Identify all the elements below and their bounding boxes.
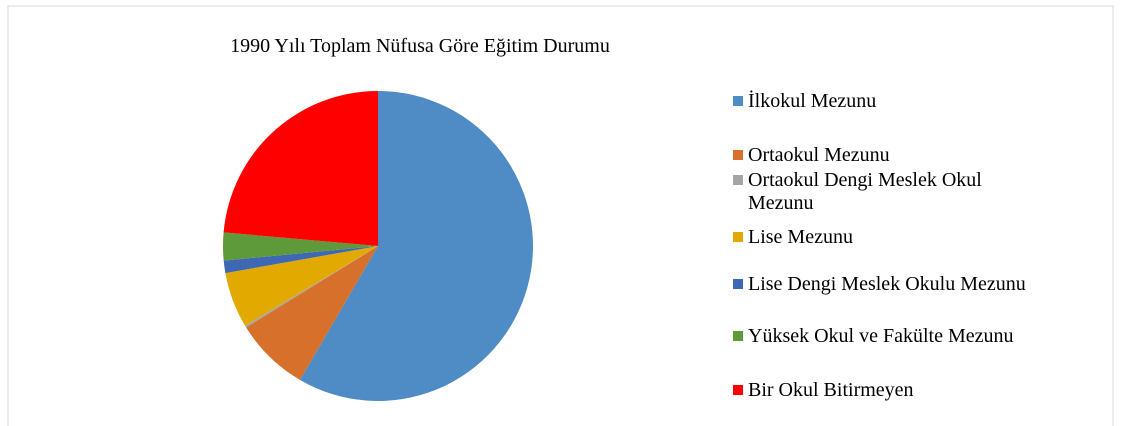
legend-entry: Lise Mezunu [733,226,1043,249]
legend-label: Lise Mezunu [748,226,853,248]
legend-entry: Bir Okul Bitirmeyen [733,379,1043,402]
pie-slice [246,246,378,380]
legend-swatch [733,385,743,395]
legend-swatch [733,175,743,185]
legend-swatch [733,331,743,341]
legend-label: Yüksek Okul ve Fakülte Mezunu [748,325,1014,347]
chart-title: 1990 Yılı Toplam Nüfusa Göre Eğitim Duru… [230,35,610,57]
pie-slice [223,91,378,246]
legend-swatch [733,279,743,289]
pie-slice [299,91,533,401]
pie-slice [223,232,378,261]
pie-slice [245,246,378,328]
legend-swatch [733,232,743,242]
pie-slice [223,246,378,274]
pie-slice [225,246,378,326]
legend-entry: Ortaokul Dengi Meslek Okul Mezunu [733,169,1043,215]
legend-entry: Lise Dengi Meslek Okulu Mezunu [733,273,1043,296]
legend-label: Lise Dengi Meslek Okulu Mezunu [748,273,1026,295]
legend-swatch [733,150,743,160]
legend-label: Ortaokul Mezunu [748,144,890,166]
legend-label: Bir Okul Bitirmeyen [748,379,914,401]
legend-label: Ortaokul Dengi Meslek Okul Mezunu [748,169,982,214]
legend-swatch [733,96,743,106]
chart-border [7,5,1114,426]
legend-entry: Yüksek Okul ve Fakülte Mezunu [733,325,1043,348]
legend-entry: Ortaokul Mezunu [733,144,1043,167]
legend-entry: İlkokul Mezunu [733,90,1043,113]
legend-label: İlkokul Mezunu [748,90,877,112]
